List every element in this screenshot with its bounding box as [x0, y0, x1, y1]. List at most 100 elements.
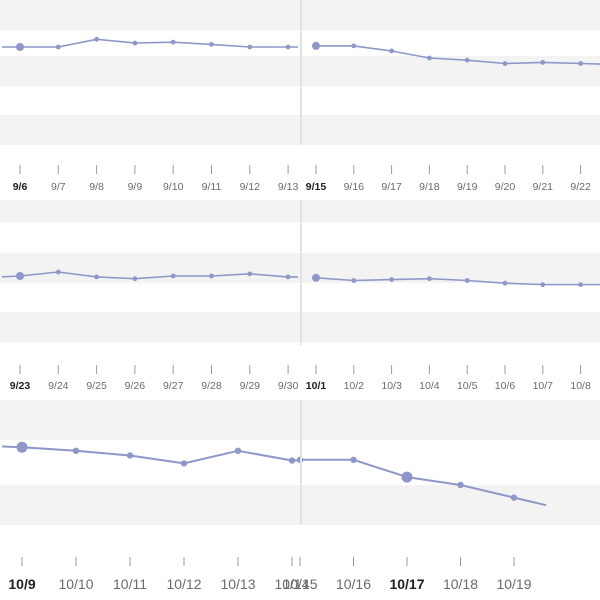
date-label[interactable]: 9/24: [48, 380, 69, 392]
data-point: [464, 57, 470, 63]
data-point: [247, 271, 253, 277]
band-row2-panel0-1: [0, 485, 300, 525]
data-point: [180, 460, 188, 467]
date-label[interactable]: 9/7: [51, 181, 66, 193]
date-label[interactable]: 9/28: [201, 380, 222, 392]
selected-point: [312, 273, 320, 282]
data-point: [170, 273, 176, 279]
band-row1-panel0-0: [0, 200, 300, 222]
band-row2-panel1-0: [302, 400, 600, 440]
data-point: [427, 276, 432, 282]
band-row1-panel0-1: [0, 253, 300, 283]
date-label[interactable]: 10/9: [8, 576, 35, 592]
date-label[interactable]: 10/7: [533, 380, 554, 392]
band-row0-panel0-0: [0, 0, 300, 30]
band-row1-panel1-1: [302, 253, 600, 283]
date-label[interactable]: 9/21: [533, 181, 554, 193]
date-label[interactable]: 10/8: [570, 380, 591, 392]
data-point: [132, 40, 138, 46]
date-label[interactable]: 10/15: [282, 576, 317, 592]
data-point: [389, 48, 394, 54]
date-label[interactable]: 9/18: [419, 181, 440, 193]
date-label[interactable]: 10/1: [306, 380, 327, 392]
data-point: [578, 61, 583, 66]
date-label[interactable]: 9/22: [570, 181, 591, 193]
date-label[interactable]: 10/19: [496, 576, 531, 592]
data-point: [502, 280, 508, 286]
date-label[interactable]: 10/17: [389, 576, 424, 592]
date-label[interactable]: 10/4: [419, 380, 440, 392]
date-label[interactable]: 9/15: [306, 181, 327, 193]
data-point: [427, 55, 432, 61]
band-row0-panel1-2: [302, 115, 600, 145]
selected-point: [312, 41, 320, 50]
date-label[interactable]: 10/16: [336, 576, 371, 592]
data-point: [351, 43, 357, 49]
band-row0-panel0-2: [0, 115, 300, 145]
date-label[interactable]: 9/12: [240, 181, 261, 193]
data-point: [170, 39, 176, 45]
data-point: [510, 494, 518, 501]
data-point: [209, 41, 214, 47]
date-label[interactable]: 9/9: [128, 181, 143, 193]
date-label[interactable]: 10/13: [220, 576, 255, 592]
data-point: [350, 456, 357, 463]
data-point: [126, 452, 134, 459]
date-label[interactable]: 10/5: [457, 380, 478, 392]
band-row2-panel0-0: [0, 400, 300, 440]
data-point: [540, 282, 546, 288]
band-row1-panel0-2: [0, 312, 300, 342]
date-label[interactable]: 9/10: [163, 181, 184, 193]
data-point: [457, 481, 464, 489]
data-point: [502, 61, 508, 66]
date-label[interactable]: 9/23: [10, 380, 31, 392]
selected-point: [16, 272, 24, 280]
date-label[interactable]: 9/6: [13, 181, 28, 193]
date-label[interactable]: 10/10: [58, 576, 93, 592]
selected-point: [16, 441, 28, 453]
band-row1-panel1-0: [302, 200, 600, 222]
data-point: [285, 274, 291, 280]
data-point: [247, 44, 253, 50]
data-point: [132, 276, 138, 282]
trend-line-row2-panel1: [300, 458, 547, 507]
date-label[interactable]: 10/12: [166, 576, 201, 592]
band-row0-panel0-1: [0, 56, 300, 86]
date-label[interactable]: 9/11: [202, 181, 222, 193]
data-point: [234, 447, 242, 454]
date-label[interactable]: 10/3: [381, 380, 402, 392]
selected-point: [16, 43, 24, 51]
date-label[interactable]: 9/26: [125, 380, 146, 392]
date-label[interactable]: 9/20: [495, 181, 516, 193]
date-label[interactable]: 10/18: [443, 576, 478, 592]
row-separator: [0, 398, 600, 400]
date-label[interactable]: 10/14: [274, 576, 309, 592]
data-point: [351, 278, 357, 283]
data-point: [540, 60, 546, 65]
band-row0-panel1-0: [302, 0, 600, 30]
data-point: [464, 278, 470, 283]
date-label[interactable]: 9/29: [240, 380, 261, 392]
data-point: [55, 269, 61, 275]
data-point: [209, 273, 214, 279]
date-label[interactable]: 9/17: [381, 181, 402, 193]
date-label[interactable]: 10/11: [113, 576, 147, 592]
data-point: [55, 44, 61, 50]
trend-line-row2-panel0: [1, 445, 298, 465]
date-label[interactable]: 9/30: [278, 380, 299, 392]
data-point: [72, 447, 80, 454]
date-label[interactable]: 9/13: [278, 181, 299, 193]
data-point: [94, 36, 99, 42]
trend-line-row0-panel0: [2, 38, 298, 48]
date-label[interactable]: 9/19: [457, 181, 478, 193]
date-label[interactable]: 10/2: [344, 380, 365, 392]
date-label[interactable]: 9/25: [86, 380, 107, 392]
date-label[interactable]: 10/6: [495, 380, 516, 392]
date-label[interactable]: 9/16: [344, 181, 365, 193]
date-label[interactable]: 9/27: [163, 380, 184, 392]
band-row0-panel1-1: [302, 56, 600, 86]
date-label[interactable]: 9/8: [89, 181, 104, 193]
data-point: [578, 282, 583, 288]
data-point: [285, 44, 291, 50]
